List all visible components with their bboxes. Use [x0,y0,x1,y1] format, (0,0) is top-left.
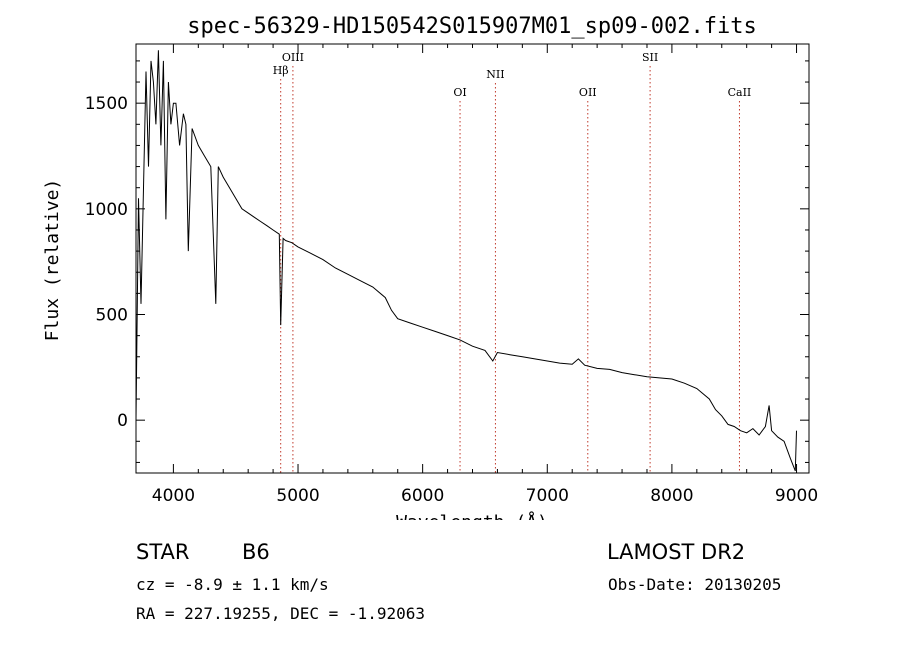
y-tick-label: 500 [96,306,128,326]
observation-date: Obs-Date: 20130205 [608,575,782,594]
y-axis-label: Flux (relative) [42,179,63,342]
x-tick-label: 6000 [401,486,444,506]
x-tick-label: 5000 [276,486,319,506]
chart-title: spec-56329-HD150542S015907M01_sp09-002.f… [187,14,757,39]
spectral-marker-label: Hβ [273,64,289,77]
spectral-marker-label: OI [453,86,466,99]
spectral-marker-label: CaII [728,86,752,99]
survey-name: LAMOST DR2 [607,540,746,564]
axis-ticks: 4000 5000 6000 7000 8000 9000 0 500 1000 1500 [85,44,818,506]
y-tick-label: 1000 [85,200,128,220]
y-tick-label: 1500 [85,94,128,114]
object-subclass: B6 [242,540,270,564]
x-tick-label: 4000 [152,486,195,506]
spectral-marker-label: SII [642,51,658,64]
spectrum-chart: spec-56329-HD150542S015907M01_sp09-002.f… [42,14,818,520]
spectral-marker-label: OIII [282,51,304,64]
spectral-marker-label: NII [486,68,504,81]
x-tick-label: 9000 [775,486,818,506]
object-type: STAR [136,540,190,564]
x-axis-label: Wavelength (Å) [396,511,548,520]
x-tick-label: 8000 [650,486,693,506]
y-tick-label: 0 [117,411,128,431]
x-tick-label: 7000 [526,486,569,506]
spectrum-series-line [135,50,797,472]
coordinates: RA = 227.19255, DEC = -1.92063 [136,604,425,623]
plot-frame [135,43,810,474]
redshift-cz: cz = -8.9 ± 1.1 km/s [136,575,329,594]
spectral-marker-label: OII [579,86,597,99]
